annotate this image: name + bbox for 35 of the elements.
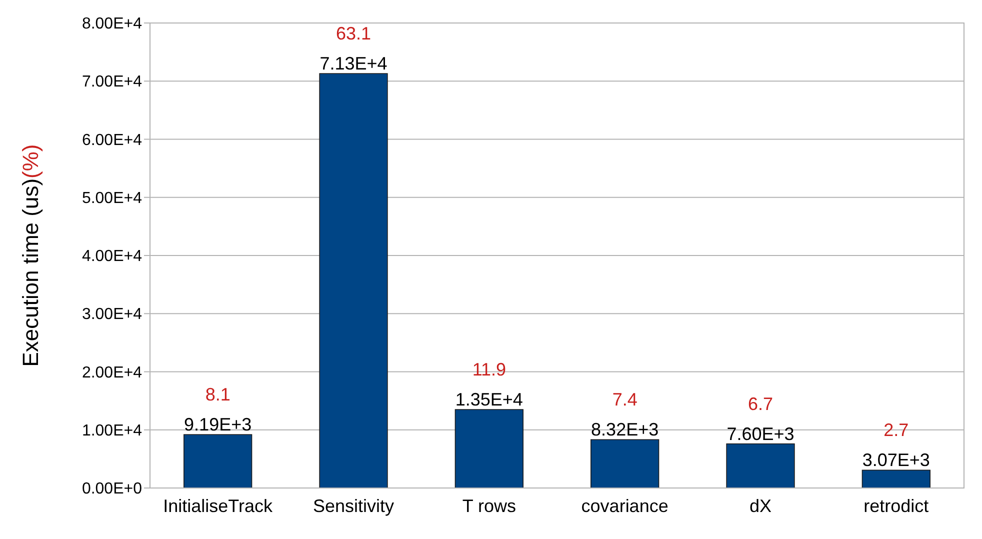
y-axis-title: Execution time (us) bbox=[18, 178, 43, 367]
data-label: 9.19E+3 bbox=[184, 414, 252, 435]
bar bbox=[184, 434, 252, 488]
y-tick-label: 3.00E+4 bbox=[82, 306, 142, 324]
annotation: 63.1 bbox=[336, 24, 372, 44]
x-tick-label: Sensitivity bbox=[312, 496, 394, 516]
x-tick-label: T rows bbox=[462, 496, 516, 516]
y-tick-label: 6.00E+4 bbox=[82, 132, 142, 149]
text: (%) bbox=[18, 144, 43, 178]
annotation: 8.1 bbox=[205, 384, 230, 405]
data-label: 1.35E+4 bbox=[455, 390, 523, 410]
bar bbox=[319, 73, 388, 488]
bar bbox=[454, 409, 524, 488]
data-label: 7.13E+4 bbox=[320, 54, 388, 74]
bar bbox=[862, 470, 930, 488]
x-tick-label: covariance bbox=[581, 496, 668, 516]
annotation: 11.9 bbox=[472, 360, 506, 380]
bar bbox=[590, 439, 660, 488]
y-tick-label: 5.00E+4 bbox=[82, 190, 142, 207]
annotation: 6.7 bbox=[748, 394, 774, 414]
y-tick-label: 7.00E+4 bbox=[82, 74, 142, 91]
annotation: 2.7 bbox=[884, 420, 909, 440]
y-tick-label: 4.00E+4 bbox=[82, 248, 142, 266]
y-tick-label: 8.00E+4 bbox=[82, 16, 142, 33]
annotation: 7.4 bbox=[612, 390, 638, 410]
data-label: 3.07E+3 bbox=[862, 450, 930, 470]
bar bbox=[726, 443, 795, 488]
x-tick-label: retrodict bbox=[864, 496, 929, 516]
y-tick-label: 2.00E+4 bbox=[82, 364, 142, 382]
data-label: 8.32E+3 bbox=[591, 420, 659, 440]
y-tick-label: 0.00E+0 bbox=[82, 480, 142, 498]
y-tick-label: 1.00E+4 bbox=[82, 422, 142, 440]
x-tick-label: dX bbox=[749, 496, 772, 516]
x-tick-label: InitialiseTrack bbox=[163, 496, 274, 516]
data-label: 7.60E+3 bbox=[726, 424, 794, 444]
